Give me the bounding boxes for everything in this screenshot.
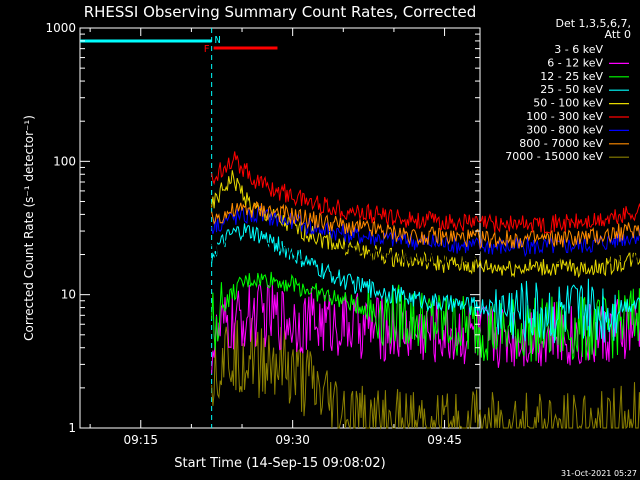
series-50-100-kevline bbox=[211, 170, 640, 279]
x-tick-label: 09:45 bbox=[427, 433, 462, 447]
legend-entry-label: 800 - 7000 keV bbox=[519, 137, 603, 150]
legend-entry-label: 50 - 100 keV bbox=[533, 97, 603, 110]
legend-entry-label: 100 - 300 keV bbox=[526, 110, 603, 123]
series-12-25-kevline bbox=[211, 271, 640, 362]
y-axis-label: Corrected Count Rate (s⁻¹ detector⁻¹) bbox=[22, 115, 36, 341]
axes bbox=[79, 27, 481, 429]
series-25-50-kevline bbox=[211, 223, 640, 344]
series-7000-15000-kevline bbox=[211, 317, 640, 430]
legend-entry-label: 300 - 800 keV bbox=[526, 123, 603, 136]
plot-frame bbox=[79, 27, 481, 429]
y-tick-label: 1000 bbox=[45, 21, 76, 35]
legend-header-attenuator: Att 0 bbox=[605, 28, 631, 41]
legend-entry-label: 3 - 6 keV bbox=[554, 43, 603, 56]
date-stamp: 31-Oct-2021 05:27 bbox=[561, 469, 637, 478]
y-tick-label: 10 bbox=[61, 288, 76, 302]
y-axis-ticks: 1 10 100 1000 bbox=[45, 21, 480, 435]
flare-flag-letter: F bbox=[204, 44, 210, 55]
legend-entry-label: 25 - 50 keV bbox=[540, 83, 603, 96]
series-100-300-kevline bbox=[211, 151, 640, 234]
chart-title: RHESSI Observing Summary Count Rates, Co… bbox=[84, 3, 477, 21]
legend-entry-label: 7000 - 15000 keV bbox=[505, 150, 603, 163]
legend-entry-label: 6 - 12 keV bbox=[547, 56, 603, 69]
series-layer bbox=[211, 151, 640, 430]
x-axis-ticks: 09:15 09:30 09:45 bbox=[89, 28, 462, 447]
legend-header-detectors: Det 1,3,5,6,7, bbox=[555, 17, 631, 30]
x-tick-label: 09:30 bbox=[275, 433, 310, 447]
x-tick-label: 09:15 bbox=[123, 433, 158, 447]
x-axis-label: Start Time (14-Sep-15 09:08:02) bbox=[174, 456, 385, 471]
legend-entry-label: 12 - 25 keV bbox=[540, 70, 603, 83]
y-tick-label: 1 bbox=[68, 421, 76, 435]
series-800-7000-kevline bbox=[211, 201, 640, 250]
series-3-6-kevline bbox=[211, 239, 640, 267]
y-tick-label: 100 bbox=[53, 154, 76, 168]
night-flag-letter: N bbox=[215, 35, 221, 46]
